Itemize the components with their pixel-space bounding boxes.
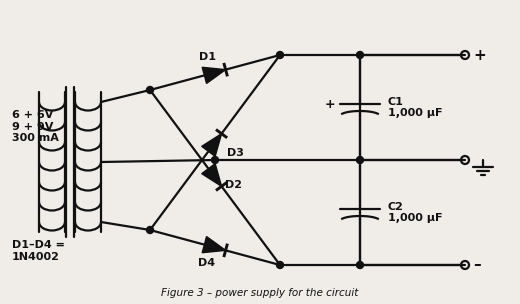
Circle shape <box>357 261 363 268</box>
Circle shape <box>357 157 363 164</box>
Text: D3: D3 <box>227 147 243 157</box>
Text: Figure 3 – power supply for the circuit: Figure 3 – power supply for the circuit <box>161 288 359 298</box>
Text: D4: D4 <box>199 258 216 268</box>
Circle shape <box>277 51 283 58</box>
Text: D1–D4 =
1N4002: D1–D4 = 1N4002 <box>12 240 65 262</box>
Text: C1
1,000 μF: C1 1,000 μF <box>388 97 443 118</box>
Text: D1: D1 <box>199 51 215 61</box>
Polygon shape <box>202 237 226 253</box>
Text: 6 + 6V
9 + 9V
300 mA: 6 + 6V 9 + 9V 300 mA <box>12 110 59 143</box>
Polygon shape <box>202 67 226 83</box>
Text: +: + <box>473 47 486 63</box>
Text: C2
1,000 μF: C2 1,000 μF <box>388 202 443 223</box>
Circle shape <box>212 157 218 164</box>
Polygon shape <box>202 164 222 186</box>
Circle shape <box>147 226 153 233</box>
Circle shape <box>147 87 153 94</box>
Text: +: + <box>324 98 335 110</box>
Circle shape <box>357 51 363 58</box>
Text: D2: D2 <box>225 181 241 191</box>
Polygon shape <box>202 134 222 156</box>
Text: –: – <box>473 257 481 272</box>
Circle shape <box>277 261 283 268</box>
